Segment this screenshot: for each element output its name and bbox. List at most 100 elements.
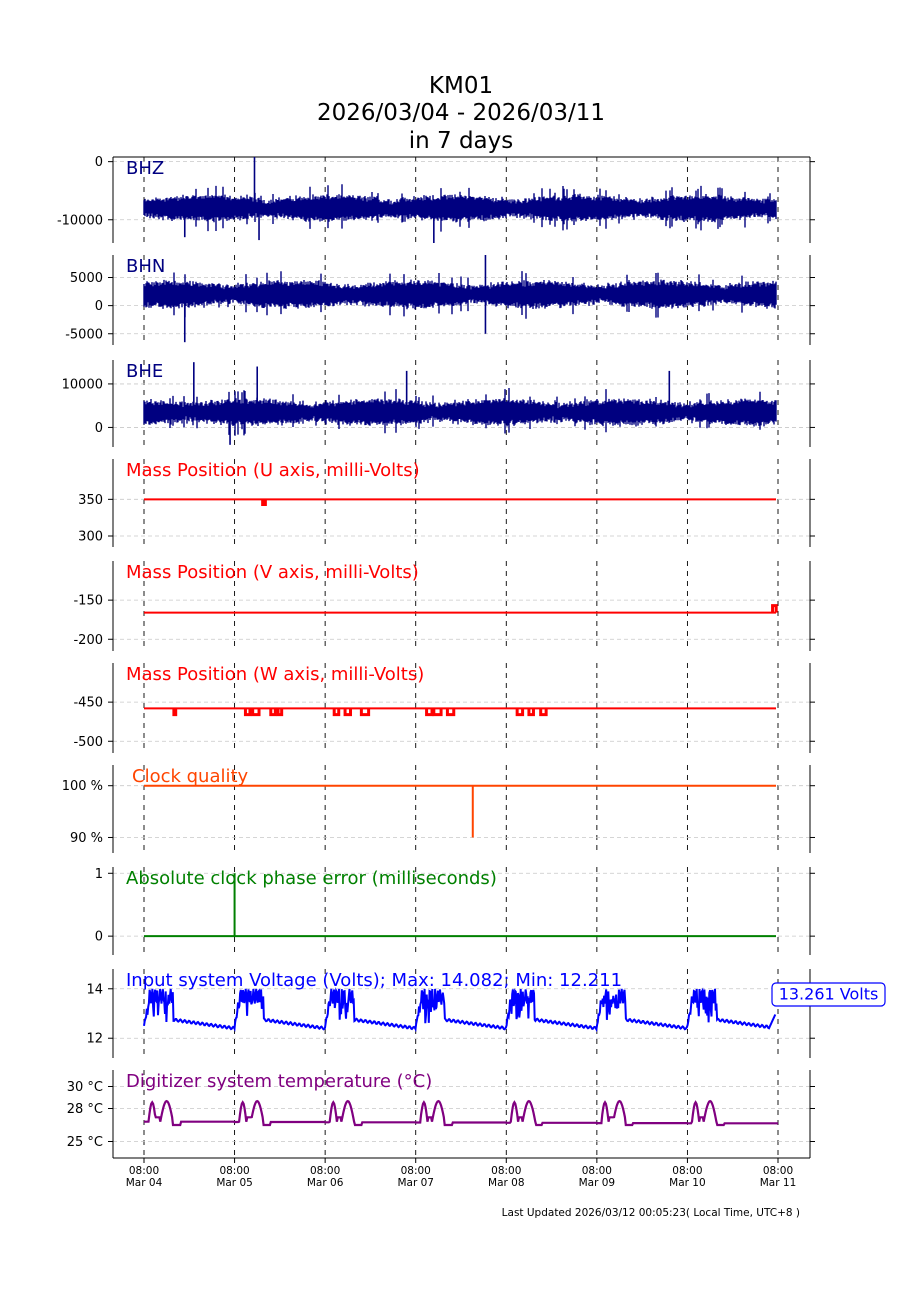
voltage-trace xyxy=(143,987,777,1033)
mass-step-event xyxy=(276,708,284,717)
mass-step-event xyxy=(332,708,341,717)
mass-step-event xyxy=(359,708,371,717)
panel-temperature: 30 °C 28 °C 25 °C Digitizer system temperat… xyxy=(67,1070,815,1159)
panel-clock_phase: 1 0 Absolute clock phase error (millisecon… xyxy=(95,867,815,955)
x-tick-date: Mar 09 xyxy=(579,1177,616,1189)
y-tick-label: -200 xyxy=(73,633,103,648)
trace-temperature xyxy=(144,1099,779,1127)
mass-step-event xyxy=(539,708,548,717)
x-tick-time: 08:00 xyxy=(763,1165,793,1177)
panel-label-bhn: BHN xyxy=(126,256,165,277)
title-date-range: 2026/03/04 - 2026/03/11 xyxy=(317,100,605,126)
trace-bhe xyxy=(143,362,777,445)
y-tick-label: 14 xyxy=(86,982,103,997)
y-tick-label: 0 xyxy=(95,930,103,945)
panel-label-clock_phase: Absolute clock phase error (milliseconds… xyxy=(126,868,497,889)
y-tick-label: 28 °C xyxy=(67,1102,103,1117)
y-tick-label: 5000 xyxy=(70,271,103,286)
mass-step-event xyxy=(251,708,261,717)
x-tick-date: Mar 07 xyxy=(397,1177,434,1189)
y-tick-label: -5000 xyxy=(65,327,103,342)
y-tick-label: 25 °C xyxy=(67,1135,103,1150)
x-tick-time: 08:00 xyxy=(129,1165,159,1177)
x-tick-time: 08:00 xyxy=(401,1165,431,1177)
x-tick-time: 08:00 xyxy=(582,1165,612,1177)
panel-clock_quality: 100 % 90 % Clock quality xyxy=(62,765,815,853)
trace-bhn xyxy=(143,255,777,343)
y-tick-label: 30 °C xyxy=(67,1080,103,1095)
panel-label-bhz: BHZ xyxy=(126,158,164,179)
y-tick-label: -150 xyxy=(73,594,103,609)
x-tick-time: 08:00 xyxy=(491,1165,521,1177)
trace-clock_quality xyxy=(144,784,776,838)
waveform xyxy=(143,388,777,436)
y-tick-label: 90 % xyxy=(70,831,103,846)
x-tick-date: Mar 11 xyxy=(760,1177,797,1189)
trace-mass_u xyxy=(144,498,776,506)
x-tick-time: 08:00 xyxy=(219,1165,249,1177)
mass-step-event xyxy=(425,708,434,717)
y-tick-label: 0 xyxy=(95,155,103,170)
mass-step-event xyxy=(771,604,778,613)
y-tick-label: 10000 xyxy=(62,377,103,392)
title-duration: in 7 days xyxy=(409,128,514,154)
x-tick-date: Mar 10 xyxy=(669,1177,706,1189)
panel-mass_u: 350 300 Mass Position (U axis, milli-Volts… xyxy=(78,459,815,547)
panel-label-mass_u: Mass Position (U axis, milli-Volts) xyxy=(126,460,420,481)
x-tick-time: 08:00 xyxy=(310,1165,340,1177)
y-tick-label: 100 % xyxy=(62,779,103,794)
y-tick-label: -10000 xyxy=(57,213,103,228)
mass-step-event xyxy=(343,708,353,717)
mass-step-event xyxy=(527,708,535,717)
y-tick-label: 0 xyxy=(95,421,103,436)
panels-group: 0-10000BHZ50000-5000BHN100000BHE350300Ma… xyxy=(57,155,886,1159)
y-tick-label: 12 xyxy=(86,1032,103,1047)
trace-bhz xyxy=(143,157,777,243)
temperature-trace xyxy=(144,1099,779,1127)
footer-last-updated: Last Updated 2026/03/12 00:05:23( Local … xyxy=(502,1207,800,1219)
trace-mass_w xyxy=(144,707,776,717)
x-tick-date: Mar 08 xyxy=(488,1177,525,1189)
mass-step-event xyxy=(261,499,267,506)
mass-step-event xyxy=(269,708,277,717)
panel-label-mass_w: Mass Position (W axis, milli-Volts) xyxy=(126,664,424,685)
panel-label-temperature: Digitizer system temperature (°C) xyxy=(126,1071,432,1092)
panel-mass_w: -450 -500 Mass Position (W axis, milli-Vol… xyxy=(73,663,815,753)
mass-step-event xyxy=(243,708,252,717)
mass-step-event xyxy=(172,708,178,717)
title-station: KM01 xyxy=(429,73,493,99)
x-tick-date: Mar 05 xyxy=(216,1177,253,1189)
panel-bhe: 10000 0 BHE xyxy=(62,360,815,447)
last-value-badge: 13.261 Volts xyxy=(771,982,886,1007)
y-tick-label: 300 xyxy=(78,530,103,545)
figure-title: KM01 2026/03/04 - 2026/03/11 in 7 days xyxy=(317,73,605,154)
y-tick-label: 0 xyxy=(95,299,103,314)
mass-step-event xyxy=(432,708,443,717)
panel-label-voltage: Input system Voltage (Volts); Max: 14.08… xyxy=(126,970,622,991)
panel-voltage: 14 12 13.261 Volts Input system Voltage (Vo… xyxy=(86,969,886,1058)
panel-label-mass_v: Mass Position (V axis, milli-Volts) xyxy=(126,562,419,583)
waveform xyxy=(143,184,777,232)
last-value-box xyxy=(771,982,886,1007)
panel-bhz: 0 -10000 BHZ xyxy=(57,155,815,243)
mass-step-event xyxy=(515,708,525,717)
panel-mass_v: -150 -200 Mass Position (V axis, milli-Vol… xyxy=(73,561,815,651)
x-tick-date: Mar 04 xyxy=(126,1177,163,1189)
y-tick-label: 350 xyxy=(78,493,103,508)
panel-label-bhe: BHE xyxy=(126,361,163,382)
trace-voltage xyxy=(143,987,777,1033)
trace-mass_v xyxy=(144,604,778,614)
mass-step-event xyxy=(445,708,456,717)
x-tick-date: Mar 06 xyxy=(307,1177,344,1189)
waveform xyxy=(143,271,777,319)
y-tick-label: 1 xyxy=(95,867,103,882)
y-tick-label: -450 xyxy=(73,696,103,711)
last-value-label: 13.261 Volts xyxy=(779,985,879,1004)
y-tick-label: -500 xyxy=(73,735,103,750)
panel-bhn: 5000 0 -5000 BHN xyxy=(65,255,815,345)
trace-clock_phase xyxy=(144,873,776,938)
x-tick-time: 08:00 xyxy=(672,1165,702,1177)
panel-label-clock_quality: Clock quality xyxy=(132,766,249,787)
